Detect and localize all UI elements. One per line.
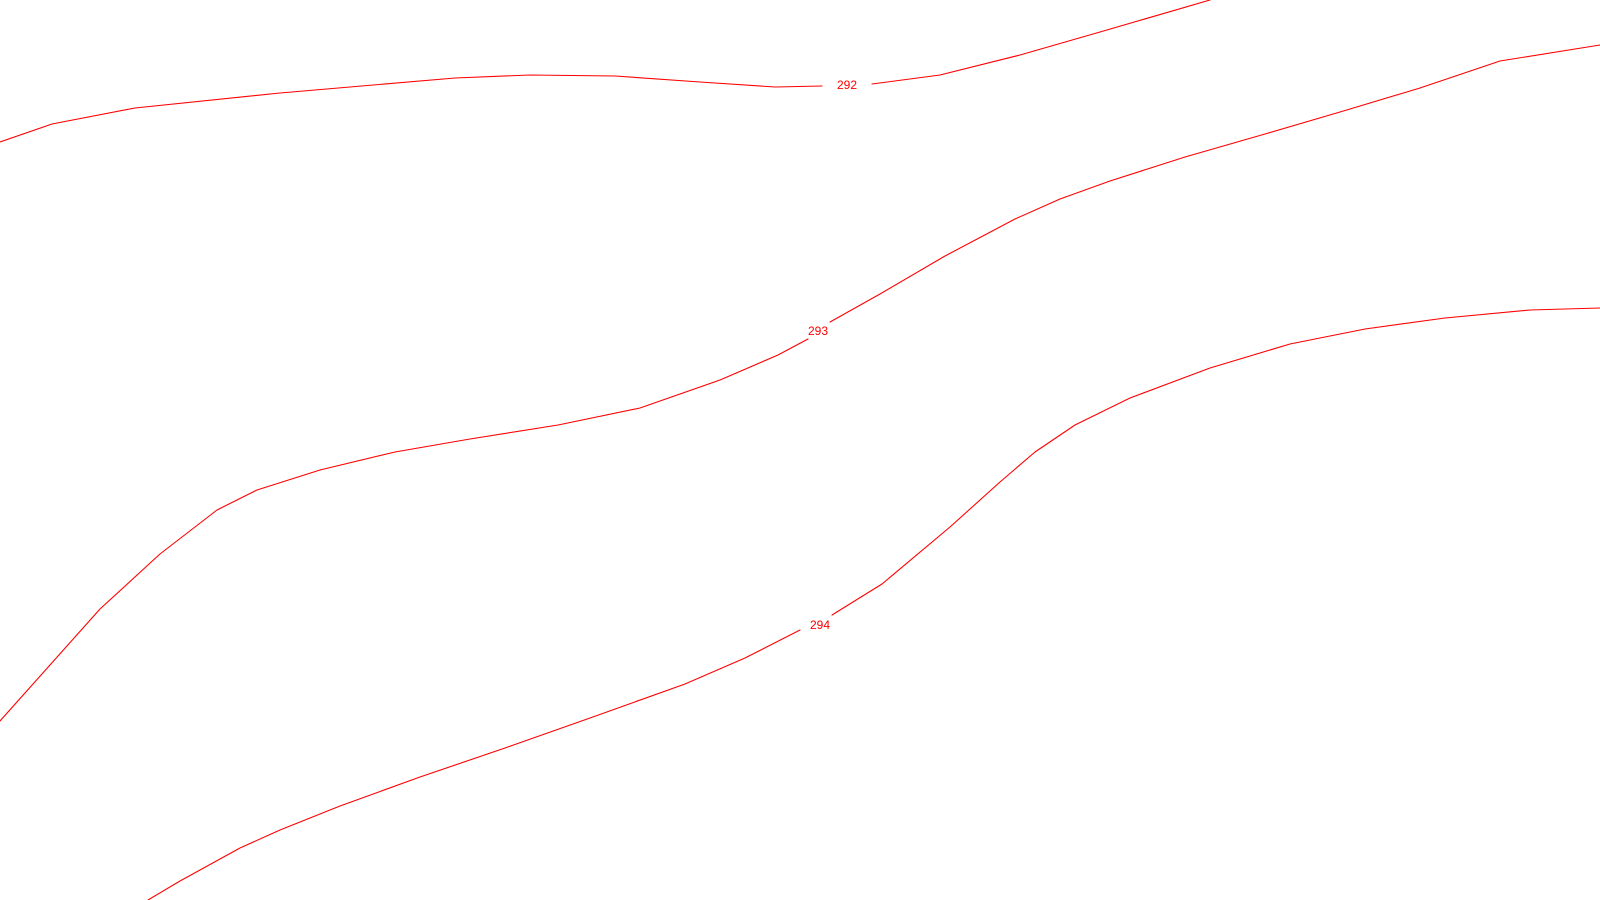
contour-label-294: 294 xyxy=(810,618,830,632)
contour-294: 294 xyxy=(147,307,1600,900)
contour-line-292-continuation xyxy=(871,0,1211,85)
contour-292: 292 xyxy=(0,0,1211,143)
contour-label-293: 293 xyxy=(808,324,828,338)
contour-line-294-continuation xyxy=(831,307,1600,616)
contour-line-293 xyxy=(0,338,809,722)
contour-line-293-continuation xyxy=(829,44,1600,323)
contour-line-292 xyxy=(0,74,823,143)
contour-label-292: 292 xyxy=(837,78,857,92)
contour-line-294 xyxy=(147,629,801,900)
contour-293: 293 xyxy=(0,44,1600,722)
